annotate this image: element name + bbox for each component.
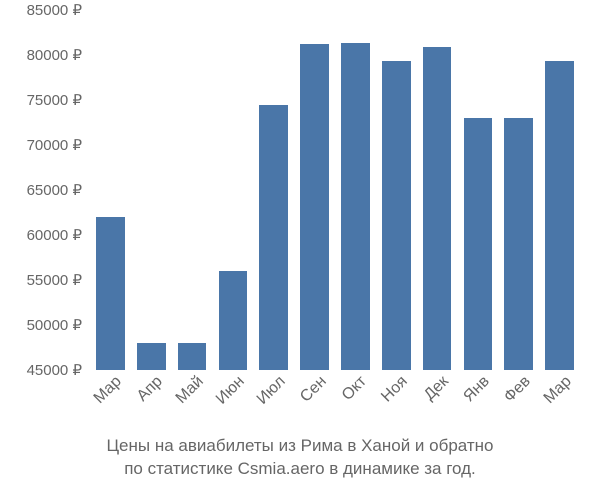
y-tick: 50000 ₽ <box>27 316 90 334</box>
caption-line-2: по статистике Csmia.aero в динамике за г… <box>0 458 600 481</box>
bar <box>504 118 533 370</box>
plot-area: 85000 ₽80000 ₽75000 ₽70000 ₽65000 ₽60000… <box>90 10 580 370</box>
bar-slot: Дек <box>417 10 458 370</box>
bar-slot: Июн <box>212 10 253 370</box>
y-tick: 55000 ₽ <box>27 271 90 289</box>
x-tick: Окт <box>339 373 371 405</box>
bar-slot: Апр <box>131 10 172 370</box>
y-tick: 65000 ₽ <box>27 181 90 199</box>
x-tick: Май <box>173 373 208 408</box>
bar-slot: Окт <box>335 10 376 370</box>
bar-slot: Сен <box>294 10 335 370</box>
price-chart: 85000 ₽ 80000 ₽ 75000 ₽ 70000 ₽ 65000 ₽ 60000… <box>0 0 600 500</box>
bar <box>300 44 329 370</box>
bar <box>423 47 452 370</box>
bar <box>464 118 493 370</box>
bar-slot: Фев <box>498 10 539 370</box>
caption-line-1: Цены на авиабилеты из Рима в Ханой и обр… <box>0 435 600 458</box>
x-tick: Июн <box>213 373 249 409</box>
bar <box>137 343 166 370</box>
chart-caption: Цены на авиабилеты из Рима в Ханой и обр… <box>0 435 600 481</box>
y-tick: 70000 ₽ <box>27 136 90 154</box>
y-tick: 85000 ₽ <box>27 1 90 19</box>
y-tick: 60000 ₽ <box>27 226 90 244</box>
y-tick: 45000 ₽ <box>27 361 90 379</box>
x-tick: Фев <box>501 373 535 407</box>
x-tick: Янв <box>460 373 493 406</box>
bar <box>382 61 411 370</box>
bar-slot: Янв <box>457 10 498 370</box>
bar-slot: Мар <box>539 10 580 370</box>
bar <box>219 271 248 370</box>
x-tick: Мар <box>91 373 126 408</box>
x-tick: Мар <box>540 373 575 408</box>
bar-slot: Ноя <box>376 10 417 370</box>
bar <box>96 217 125 370</box>
bar-slot: Май <box>172 10 213 370</box>
bar-slot: Мар <box>90 10 131 370</box>
x-tick: Дек <box>421 373 453 405</box>
x-tick: Апр <box>134 373 167 406</box>
bar <box>178 343 207 370</box>
x-tick: Ноя <box>378 373 411 406</box>
bar <box>259 105 288 371</box>
bars-container: МарАпрМайИюнИюлСенОктНояДекЯнвФевМар <box>90 10 580 370</box>
bar <box>545 61 574 370</box>
x-tick: Сен <box>297 373 330 406</box>
x-tick: Июл <box>254 373 290 409</box>
bar-slot: Июл <box>253 10 294 370</box>
y-tick: 80000 ₽ <box>27 46 90 64</box>
bar <box>341 43 370 370</box>
y-tick: 75000 ₽ <box>27 91 90 109</box>
